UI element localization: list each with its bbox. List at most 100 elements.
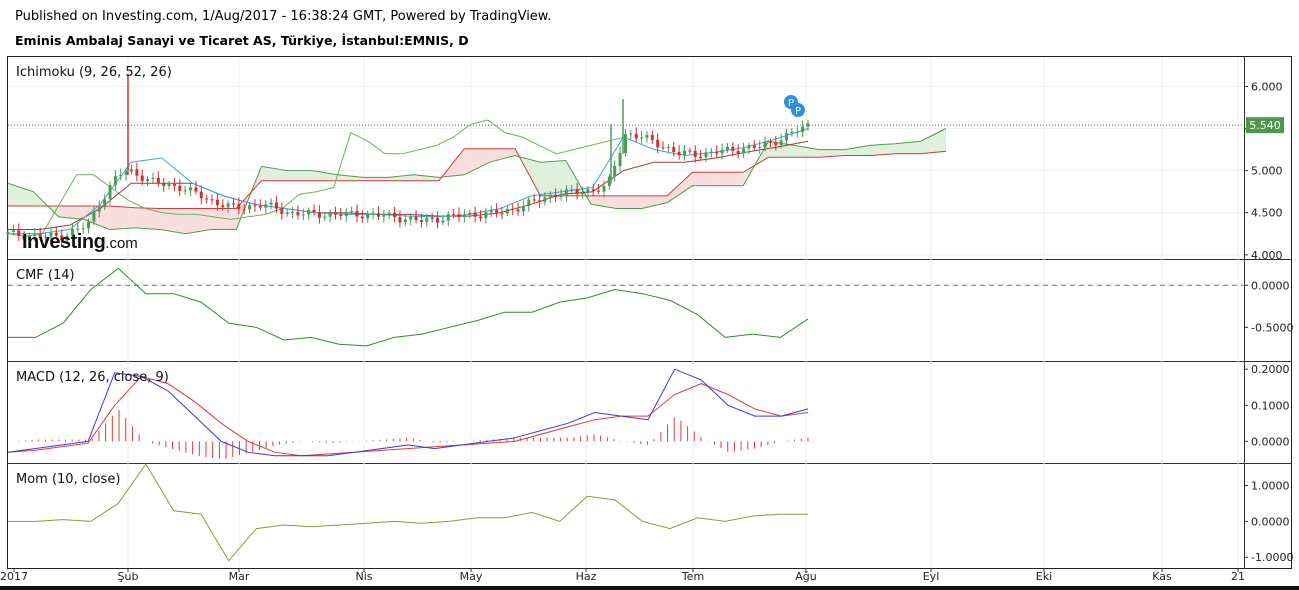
ichimoku-cloud-segment	[286, 170, 313, 181]
candle-body	[645, 134, 649, 138]
candle-body	[146, 178, 150, 182]
candle-body	[640, 137, 644, 139]
candle-body	[597, 190, 601, 192]
ichimoku-cloud-segment	[413, 174, 439, 181]
ichimoku-cloud-segment	[895, 141, 921, 154]
momentum-line	[8, 463, 808, 562]
candle-body	[70, 228, 74, 236]
x-tick-label: Şub	[118, 570, 139, 583]
candle-body	[38, 234, 42, 238]
x-tick-label: Eyl	[923, 570, 940, 583]
candle-body	[360, 216, 364, 219]
candle-body	[468, 212, 472, 215]
pivot-marker-icon	[791, 103, 805, 117]
candle-body	[210, 199, 214, 201]
candle-body	[785, 133, 789, 141]
candle-body	[677, 152, 681, 156]
last-price-label: 5.540	[1249, 119, 1281, 132]
candle-body	[323, 216, 327, 218]
ichimoku-cloud-segment	[362, 177, 389, 181]
candle-body	[328, 212, 332, 217]
mom-label: Mom (10, close)	[16, 472, 121, 487]
candle-body	[215, 199, 219, 206]
candle-body	[398, 217, 402, 223]
ichimoku-label: Ichimoku (9, 26, 52, 26)	[16, 65, 172, 80]
instrument-title: Eminis Ambalaj Sanayi ve Ticaret AS, Tür…	[15, 33, 469, 48]
candle-body	[382, 215, 386, 217]
ichimoku-cloud-segment	[8, 183, 34, 206]
candle-body	[60, 235, 64, 241]
candle-body	[113, 176, 117, 186]
candle-body	[554, 194, 558, 198]
candle-body	[452, 214, 456, 216]
candle-body	[274, 202, 278, 209]
candle-body	[140, 175, 144, 182]
ichimoku-cloud-segment	[844, 145, 870, 156]
candle-body	[473, 212, 477, 217]
candle-body	[484, 212, 488, 219]
ichimoku-cloud-segment	[134, 207, 161, 230]
candle-body	[489, 209, 493, 213]
candle-body	[156, 177, 160, 184]
x-tick-label: May	[460, 570, 483, 583]
candle-body	[441, 220, 445, 223]
pivot-marker-label: P	[788, 98, 794, 109]
kijun-sen-line	[8, 140, 809, 230]
candle-body	[366, 213, 370, 219]
ichimoku-cloud-segment	[464, 148, 490, 175]
y-tick-label: 1.0000	[1251, 480, 1290, 493]
ichimoku-cloud-segment	[920, 128, 946, 154]
candle-body	[495, 209, 499, 214]
cmf-line	[8, 267, 809, 347]
candle-body	[269, 202, 273, 205]
candle-body	[543, 197, 547, 202]
candle-body	[570, 189, 574, 191]
candle-body	[183, 190, 187, 192]
y-tick-label: 0.0000	[1251, 279, 1290, 292]
ichimoku-cloud-segment	[869, 143, 896, 156]
candle-body	[661, 147, 665, 149]
candle-body	[607, 176, 611, 186]
candle-body	[76, 228, 80, 230]
ichimoku-cloud-segment	[337, 174, 363, 181]
pane-separator	[7, 463, 1292, 464]
candle-body	[65, 235, 69, 241]
candle-body	[237, 203, 241, 210]
candle-body	[54, 232, 58, 236]
candle-body	[376, 213, 380, 217]
candle-body	[172, 183, 176, 186]
candle-body	[355, 210, 359, 217]
candle-body	[575, 189, 579, 194]
y-tick-label: 0.1000	[1251, 399, 1290, 412]
chart-frame	[7, 56, 1292, 569]
candle-body	[725, 146, 729, 150]
candle-body	[242, 209, 246, 211]
candle-body	[317, 212, 321, 218]
x-tick-label: Haz	[576, 570, 597, 583]
pane-separator	[7, 259, 1292, 260]
y-tick-label: 6.000	[1251, 80, 1283, 93]
candle-body	[704, 152, 708, 158]
candle-body	[258, 205, 262, 208]
candle-body	[22, 235, 26, 240]
candle-body	[779, 140, 783, 145]
x-tick-label: Ağu	[795, 570, 816, 583]
candle-body	[580, 193, 584, 195]
candle-body	[693, 150, 697, 157]
candle-body	[478, 216, 482, 219]
candle-body	[285, 212, 289, 214]
candle-body	[586, 189, 590, 194]
candle-body	[462, 214, 466, 218]
candle-body	[672, 147, 676, 153]
y-tick-label: 4.500	[1251, 207, 1283, 220]
candle-body	[564, 189, 568, 196]
candle-body	[527, 199, 531, 207]
candle-body	[795, 132, 799, 134]
candle-body	[280, 208, 284, 214]
candle-body	[591, 189, 595, 191]
candle-body	[623, 134, 627, 154]
candle-body	[688, 150, 692, 152]
candle-body	[81, 228, 85, 230]
candle-body	[301, 214, 305, 216]
